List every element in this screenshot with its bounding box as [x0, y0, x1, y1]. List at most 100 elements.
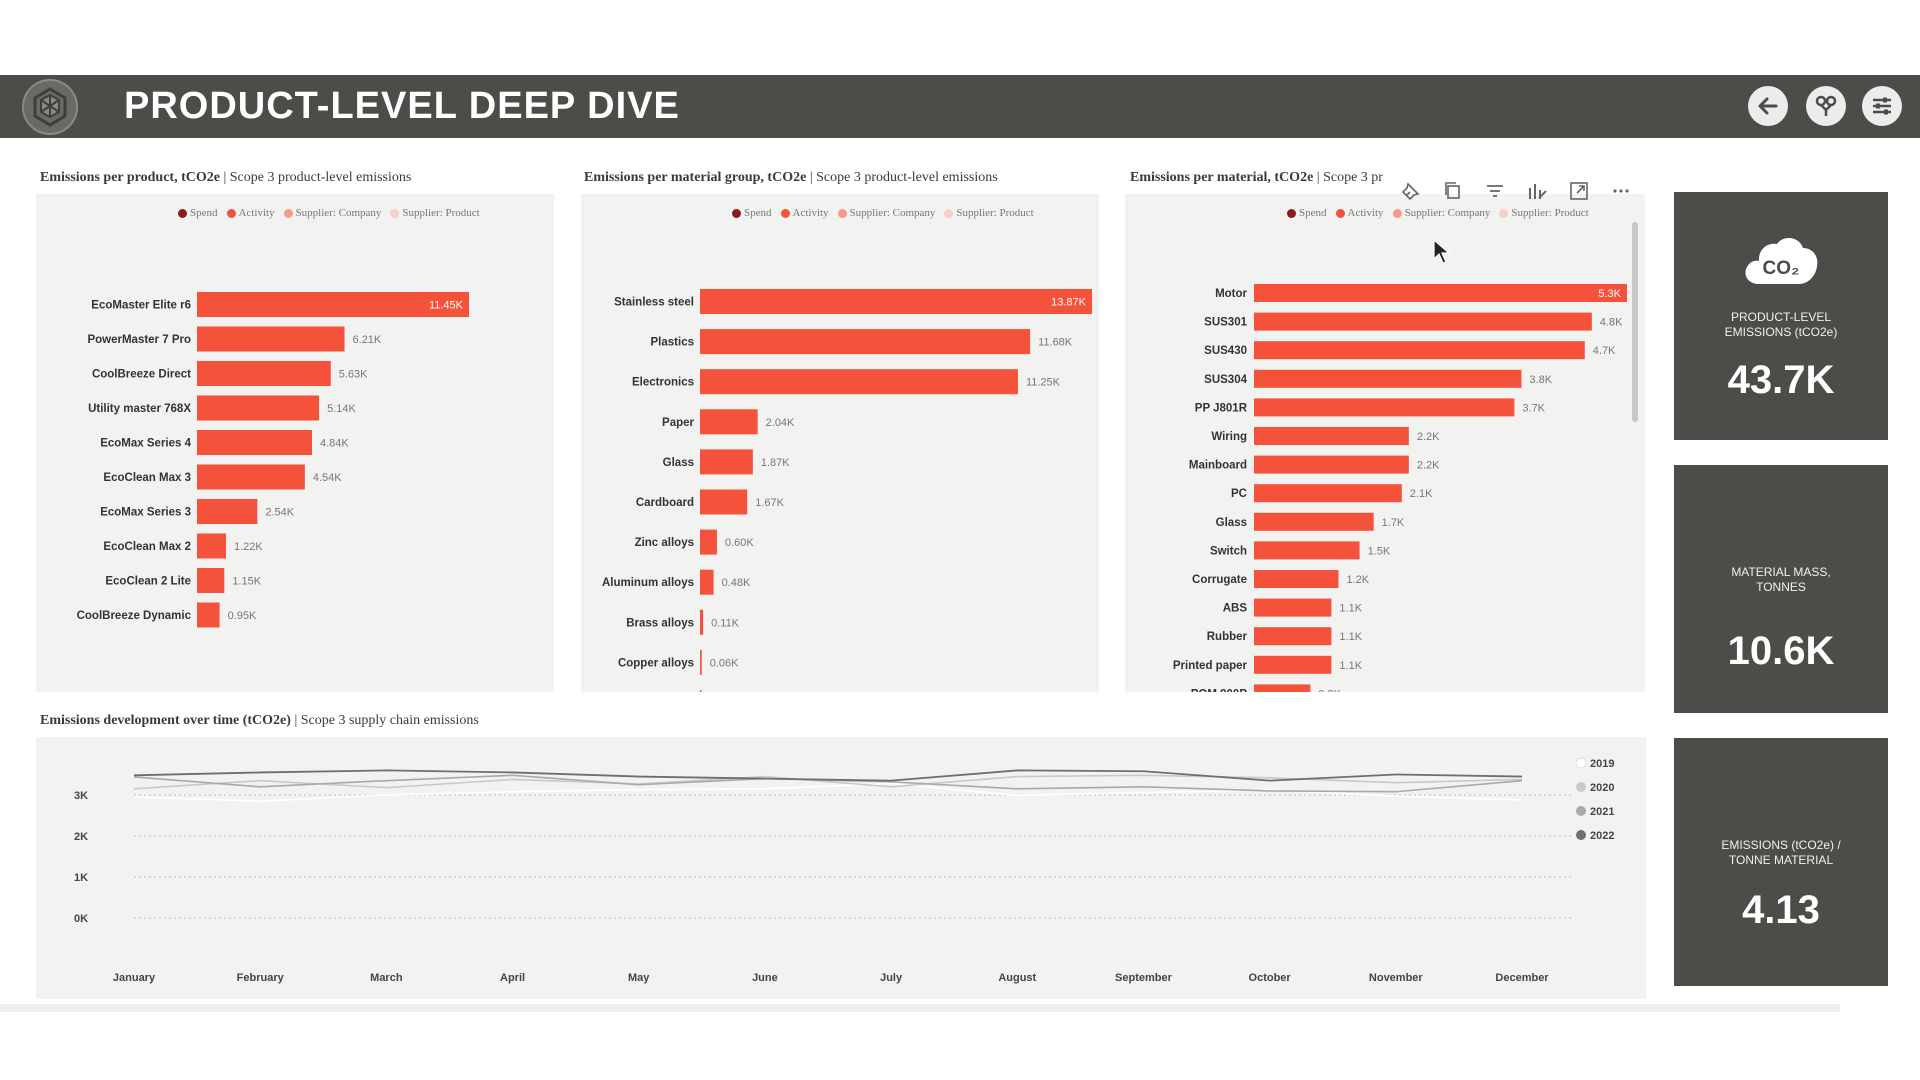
bar[interactable]: [197, 361, 331, 386]
legend-label-2020[interactable]: 2020: [1590, 782, 1614, 794]
data-label: 5.3K: [1598, 288, 1621, 300]
kpi-card-product-emissions[interactable]: CO₂ PRODUCT-LEVEL EMISSIONS (tCO2e) 43.7K: [1674, 192, 1888, 440]
report-canvas: Emissions per product, tCO2e | Scope 3 p…: [0, 138, 1920, 1004]
legend-dot-spend: [732, 208, 741, 218]
legend-dot-activity: [1335, 208, 1345, 218]
focus-mode-icon[interactable]: [1568, 180, 1590, 202]
bar[interactable]: [197, 464, 305, 490]
legend-supplier-company[interactable]: Supplier: Company: [837, 207, 935, 219]
legend-activity[interactable]: Activity: [1335, 207, 1384, 219]
bar[interactable]: [700, 529, 717, 555]
material-chart-scrollbar[interactable]: [1632, 222, 1638, 422]
settings-button[interactable]: [1862, 86, 1902, 126]
category-label: Motor: [1215, 288, 1247, 300]
kpi-label-line2: TONNES: [1756, 580, 1806, 594]
bar[interactable]: [1254, 398, 1515, 417]
series-line-2022[interactable]: [133, 769, 1523, 782]
bar[interactable]: [700, 690, 702, 692]
chart-edit-icon[interactable]: [1526, 180, 1548, 202]
legend-supplier-company[interactable]: Supplier: Company: [1392, 207, 1491, 219]
bar[interactable]: [1254, 341, 1585, 360]
category-label: PowerMaster 7 Pro: [87, 334, 191, 346]
legend-dot-supplier-product: [1499, 208, 1509, 218]
bar[interactable]: [1254, 512, 1374, 531]
legend-spend[interactable]: Spend: [732, 207, 772, 219]
bar[interactable]: [700, 329, 1031, 355]
bar[interactable]: [197, 533, 226, 559]
legend-spend[interactable]: Spend: [178, 207, 218, 219]
x-tick-label: December: [1495, 972, 1549, 984]
bar[interactable]: [700, 569, 714, 595]
legend-label-2021[interactable]: 2021: [1590, 806, 1614, 818]
bar[interactable]: [1254, 284, 1627, 302]
legend-spend[interactable]: Spend: [1287, 207, 1327, 219]
copy-icon[interactable]: [1442, 180, 1464, 202]
category-label: Switch: [1210, 545, 1247, 557]
page-bottom-strip: [0, 1004, 1840, 1012]
legend-supplier-product[interactable]: Supplier: Product: [1499, 207, 1589, 219]
series-line-2019[interactable]: [133, 782, 1523, 802]
bar[interactable]: [1254, 312, 1592, 331]
pin-icon[interactable]: [1400, 180, 1422, 202]
legend-supplier-company[interactable]: Supplier: Company: [283, 207, 381, 219]
filter-button[interactable]: [1806, 86, 1846, 126]
legend-dot-2020: [1576, 782, 1586, 792]
bar[interactable]: [700, 449, 753, 475]
kpi-label-line2: TONNE MATERIAL: [1728, 853, 1834, 867]
series-line-2020[interactable]: [133, 774, 1523, 790]
bar[interactable]: [700, 369, 1018, 395]
category-label: POM 900P: [1191, 688, 1248, 692]
category-label: PP J801R: [1195, 402, 1248, 414]
legend-label-2022[interactable]: 2022: [1590, 830, 1614, 842]
data-label: 1.7K: [1382, 517, 1405, 529]
bar[interactable]: [700, 649, 702, 675]
filter-icon[interactable]: [1484, 180, 1506, 202]
bar[interactable]: [1254, 484, 1402, 503]
legend-activity[interactable]: Activity: [780, 207, 829, 219]
bar[interactable]: [197, 292, 469, 317]
bar[interactable]: [1254, 369, 1522, 388]
kpi-card-emissions-per-tonne[interactable]: EMISSIONS (tCO2e) / TONNE MATERIAL 4.13: [1674, 738, 1888, 986]
bar[interactable]: [1254, 684, 1311, 692]
x-tick-label: October: [1249, 972, 1292, 984]
legend-label: Supplier: Company: [1404, 207, 1491, 219]
bar[interactable]: [700, 289, 1092, 314]
category-label: Aluminum alloys: [602, 577, 694, 589]
bar[interactable]: [197, 395, 320, 421]
category-label: Rubber: [1207, 631, 1248, 643]
material-group-chart-bg[interactable]: [581, 194, 1099, 692]
bar[interactable]: [1254, 427, 1409, 445]
data-label: 1.15K: [232, 576, 261, 588]
legend-dot-spend: [178, 208, 187, 218]
bar[interactable]: [1254, 570, 1339, 588]
data-label: 1.22K: [234, 541, 263, 553]
bar[interactable]: [197, 499, 258, 524]
more-options-icon[interactable]: [1610, 180, 1632, 202]
bar[interactable]: [700, 409, 758, 435]
filter-funnel-icon: [1815, 95, 1837, 116]
legend-label-2019[interactable]: 2019: [1590, 758, 1614, 770]
category-label: Plastics: [651, 337, 694, 349]
kpi-card-material-mass[interactable]: MATERIAL MASS, TONNES 10.6K: [1674, 465, 1888, 713]
legend-supplier-product[interactable]: Supplier: Product: [390, 207, 480, 219]
bar[interactable]: [1254, 541, 1360, 560]
bar[interactable]: [1254, 455, 1409, 474]
bar[interactable]: [197, 430, 312, 455]
data-label: 0.48K: [722, 577, 751, 589]
bar[interactable]: [197, 568, 225, 593]
category-label: Stainless steel: [614, 297, 694, 309]
bar[interactable]: [1254, 655, 1332, 674]
data-label: 3.7K: [1522, 402, 1545, 414]
bar[interactable]: [1254, 627, 1332, 646]
category-label: Corrugate: [1192, 574, 1247, 586]
bar[interactable]: [197, 602, 220, 628]
legend-dot-supplier-company: [837, 208, 847, 218]
bar[interactable]: [700, 489, 748, 515]
legend-supplier-product[interactable]: Supplier: Product: [944, 207, 1034, 219]
bar[interactable]: [700, 609, 704, 635]
legend-activity[interactable]: Activity: [226, 207, 275, 219]
legend-label: Spend: [744, 207, 772, 219]
bar[interactable]: [1254, 598, 1332, 617]
back-button[interactable]: [1748, 86, 1788, 126]
bar[interactable]: [197, 326, 345, 352]
